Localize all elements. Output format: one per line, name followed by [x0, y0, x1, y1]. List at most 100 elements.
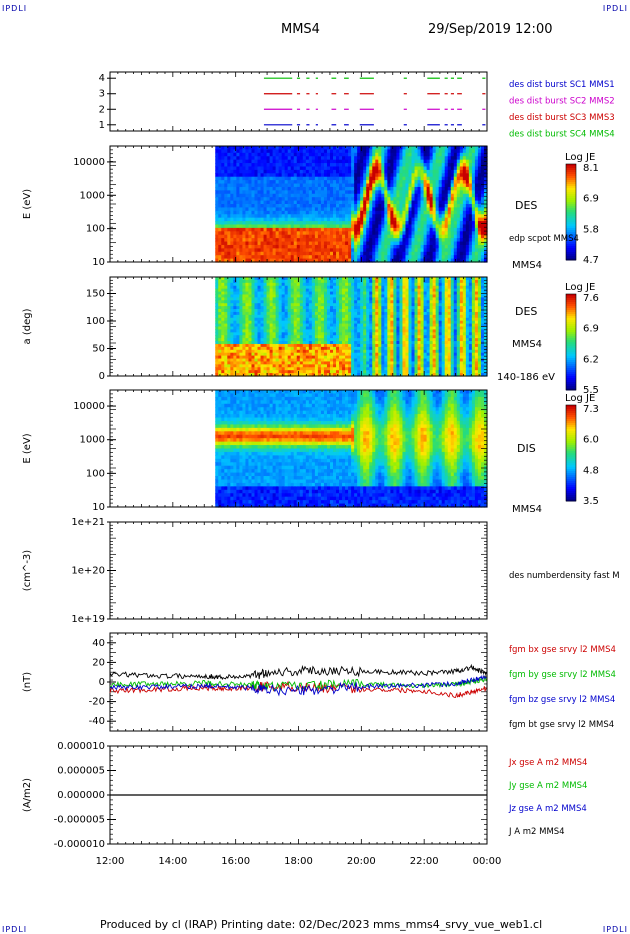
des-spectrogram-cell [426, 210, 431, 215]
des-pitch-cell [345, 291, 349, 296]
des-spectrogram-cell [435, 173, 440, 178]
des-spectrogram-cell [302, 173, 307, 178]
des-pitch-cell [260, 343, 265, 348]
des-spectrogram-cell [387, 186, 391, 191]
des-spectrogram-cell [450, 234, 455, 239]
des-spectrogram-cell [384, 193, 388, 198]
des-spectrogram-cell [215, 190, 219, 195]
des-spectrogram-cell [360, 207, 364, 212]
des-spectrogram-cell [390, 169, 394, 174]
des-spectrogram-cell [345, 255, 349, 260]
des-pitch-cell [275, 300, 280, 304]
des-pitch-cell [254, 349, 259, 354]
des-spectrogram-cell [263, 255, 268, 260]
des-spectrogram-cell [420, 152, 425, 157]
des-pitch-cell [314, 349, 319, 354]
des-spectrogram-cell [390, 217, 394, 222]
des-pitch-cell [281, 329, 286, 333]
des-pitch-cell [305, 349, 310, 354]
des-spectrogram-cell [474, 224, 479, 229]
des-spectrogram-cell [348, 200, 352, 205]
des-spectrogram-cell [263, 176, 268, 181]
des-pitch-cell [236, 317, 240, 322]
des-spectrogram-cell [236, 176, 240, 181]
des-spectrogram-cell [414, 217, 419, 222]
des-spectrogram-cell [320, 224, 325, 229]
des-spectrogram-cell [218, 183, 222, 188]
des-pitch-cell [266, 338, 271, 342]
des-pitch-cell [348, 326, 352, 331]
des-spectrogram-cell [399, 193, 404, 198]
des-pitch-cell [293, 279, 298, 284]
des-spectrogram-cell [254, 221, 259, 226]
des-pitch-cell [314, 320, 319, 325]
des-spectrogram-cell [339, 227, 343, 232]
des-pitch-cell [320, 361, 325, 365]
des-spectrogram-cell [326, 217, 331, 222]
des-spectrogram-cell [390, 251, 394, 256]
des-spectrogram-cell [465, 204, 470, 209]
des-spectrogram-cell [260, 156, 265, 161]
des-pitch-cell [287, 300, 292, 304]
des-pitch-cell [308, 303, 313, 307]
des-pitch-cell [317, 323, 322, 328]
des-spectrogram-cell [305, 248, 310, 253]
des-spectrogram-cell [272, 214, 277, 219]
des-pitch-cell [296, 352, 301, 357]
des-spectrogram-cell [287, 221, 292, 226]
des-spectrogram-cell [462, 241, 467, 246]
des-spectrogram-cell [435, 241, 440, 246]
des-spectrogram-cell [477, 156, 482, 161]
des-spectrogram-cell [375, 193, 379, 198]
des-pitch-cell [284, 352, 289, 357]
des-pitch-cell [227, 320, 231, 325]
des-spectrogram-cell [333, 234, 337, 239]
des-pitch-cell [227, 329, 231, 333]
des-spectrogram-cell [230, 217, 234, 222]
des-spectrogram-cell [218, 251, 222, 256]
des-spectrogram-cell [227, 231, 231, 236]
des-spectrogram-cell [287, 159, 292, 164]
des-spectrogram-cell [402, 200, 407, 205]
des-spectrogram-cell [399, 163, 404, 168]
des-spectrogram-cell [396, 227, 401, 232]
des-pitch-cell [245, 277, 250, 281]
des-spectrogram-cell [254, 186, 259, 191]
des-spectrogram-cell [360, 200, 364, 205]
des-spectrogram-cell [281, 210, 286, 215]
des-spectrogram-cell [429, 200, 434, 205]
des-spectrogram-cell [329, 214, 334, 219]
des-spectrogram-cell [375, 231, 379, 236]
des-pitch-cell [251, 300, 256, 304]
des-pitch-cell [236, 338, 240, 342]
des-spectrogram-cell [453, 149, 458, 154]
des-pitch-cell [302, 352, 307, 357]
des-spectrogram-cell [408, 248, 413, 253]
des-pitch-cell [275, 370, 280, 374]
des-pitch-cell [242, 352, 247, 357]
des-spectrogram-cell [336, 183, 340, 188]
des-spectrogram-cell [248, 244, 253, 249]
des-spectrogram-cell [236, 244, 240, 249]
des-spectrogram-cell [468, 234, 473, 239]
des-pitch-cell [281, 326, 286, 331]
des-pitch-cell [336, 370, 340, 374]
des-spectrogram-cell [414, 204, 419, 209]
des-pitch-cell [251, 361, 256, 365]
des-spectrogram-cell [354, 210, 358, 215]
des-spectrogram-cell [348, 244, 352, 249]
des-spectrogram-cell [372, 163, 376, 168]
des-spectrogram-cell [381, 149, 385, 154]
des-spectrogram-cell [477, 210, 482, 215]
des-spectrogram-cell [320, 227, 325, 232]
des-pitch-cell [275, 361, 280, 365]
des-spectrogram-cell [333, 173, 337, 178]
des-spectrogram-cell [227, 190, 231, 195]
des-pitch-cell [275, 311, 280, 316]
des-spectrogram-cell [456, 163, 461, 168]
des-pitch-cell [266, 311, 271, 316]
des-pitch-cell [311, 279, 316, 284]
des-pitch-cell [248, 370, 253, 374]
des-spectrogram-cell [284, 244, 289, 249]
des-spectrogram-cell [348, 210, 352, 215]
